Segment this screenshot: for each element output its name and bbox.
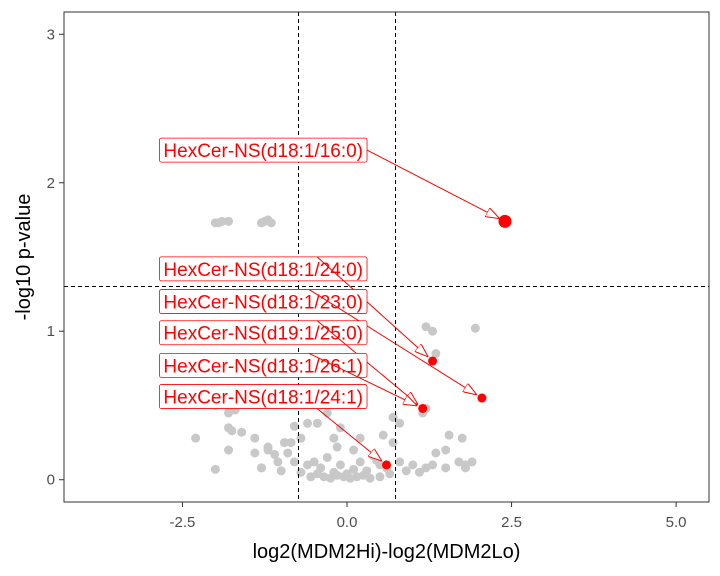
background-point — [431, 448, 441, 458]
x-tick-label: 5.0 — [666, 514, 687, 531]
background-point — [395, 457, 405, 467]
background-point — [289, 457, 299, 467]
annotation-box — [159, 352, 368, 378]
annotation-box — [159, 289, 368, 314]
background-point — [289, 421, 299, 431]
annotation-text: HexCer-NS(d18:1/16:0) — [163, 141, 363, 162]
background-point — [296, 433, 306, 443]
background-point — [428, 326, 438, 336]
background-point — [256, 218, 266, 228]
y-tick-label: 1 — [47, 323, 55, 340]
annotation-arrow — [366, 149, 499, 218]
annotation-box — [159, 137, 368, 163]
background-point — [401, 466, 411, 476]
background-point — [210, 464, 220, 474]
annotation-box — [159, 320, 368, 346]
background-point — [365, 473, 375, 483]
annotation-label: HexCer-NS(d19:1/25:0) — [159, 320, 368, 346]
background-point — [312, 418, 322, 428]
plot-border — [63, 11, 710, 503]
background-point — [355, 433, 365, 443]
annotation-arrow — [316, 408, 381, 461]
background-point — [349, 445, 359, 455]
annotation-box — [159, 384, 368, 409]
background-point — [375, 472, 385, 482]
annotation-label: HexCer-NS(d18:1/23:0) — [159, 289, 368, 314]
background-point — [286, 438, 296, 448]
background-point — [322, 452, 332, 462]
annotation-label: HexCer-NS(d18:1/24:1) — [159, 384, 368, 409]
background-point — [263, 442, 273, 452]
background-point — [355, 457, 365, 467]
x-tick-label: -2.5 — [170, 514, 196, 531]
annotation-box — [159, 256, 368, 282]
background-point — [224, 445, 234, 455]
background-point — [210, 218, 220, 228]
x-tick-label: 0.0 — [337, 514, 358, 531]
y-tick-label: 2 — [47, 175, 55, 192]
highlight-point — [428, 356, 438, 366]
background-point — [349, 464, 359, 474]
background-point — [457, 433, 467, 443]
background-point — [303, 460, 313, 470]
background-point — [276, 466, 286, 476]
background-point — [283, 448, 293, 458]
background-point — [296, 467, 306, 477]
background-point — [388, 438, 398, 448]
annotation-text: HexCer-NS(d18:1/23:0) — [163, 293, 363, 314]
background-point — [414, 467, 424, 477]
background-point — [191, 433, 201, 443]
background-point — [270, 449, 280, 459]
background-point — [470, 323, 480, 333]
background-point — [224, 216, 234, 226]
background-point — [266, 218, 276, 228]
highlight-point — [498, 214, 512, 228]
annotation-arrow — [308, 352, 416, 405]
background-point — [250, 433, 260, 443]
highlight-point — [477, 393, 487, 403]
highlight-point — [382, 460, 391, 470]
background-point — [431, 349, 441, 359]
highlight-point — [418, 403, 428, 413]
annotation-arrow — [316, 256, 427, 356]
annotation-label: HexCer-NS(d18:1/24:0) — [159, 256, 368, 282]
background-point — [227, 426, 237, 436]
background-point — [273, 457, 283, 467]
background-point — [385, 469, 395, 479]
background-point — [467, 457, 477, 467]
background-point — [237, 427, 247, 437]
annotation-text: HexCer-NS(d18:1/24:1) — [163, 388, 363, 409]
background-point — [444, 430, 454, 440]
x-axis-title: log2(MDM2Hi)-log2(MDM2Lo) — [253, 541, 521, 563]
annotation-text: HexCer-NS(d19:1/25:0) — [163, 324, 363, 345]
annotation-label: HexCer-NS(d18:1/26:1) — [159, 352, 368, 378]
background-point — [335, 460, 345, 470]
background-point — [395, 418, 405, 428]
annotation-text: HexCer-NS(d18:1/24:0) — [163, 260, 363, 281]
background-point — [428, 460, 438, 470]
background-point — [441, 463, 451, 473]
background-point — [421, 322, 431, 332]
background-point — [441, 445, 451, 455]
background-point — [303, 418, 313, 428]
background-point — [256, 463, 266, 473]
background-point — [279, 438, 289, 448]
annotation-label: HexCer-NS(d18:1/16:0) — [159, 137, 368, 163]
y-tick-label: 3 — [47, 26, 55, 43]
background-point — [460, 463, 470, 473]
annotation-text: HexCer-NS(d18:1/26:1) — [163, 356, 363, 377]
y-axis-title: -log10 p-value — [13, 194, 35, 321]
background-point — [332, 442, 342, 452]
y-tick-label: 0 — [47, 472, 55, 489]
annotation-arrow — [308, 289, 476, 395]
x-tick-label: 2.5 — [501, 514, 522, 531]
background-point — [378, 430, 388, 440]
background-point — [408, 460, 418, 470]
background-point — [250, 448, 260, 458]
background-point — [329, 433, 339, 443]
background-point — [322, 408, 332, 418]
